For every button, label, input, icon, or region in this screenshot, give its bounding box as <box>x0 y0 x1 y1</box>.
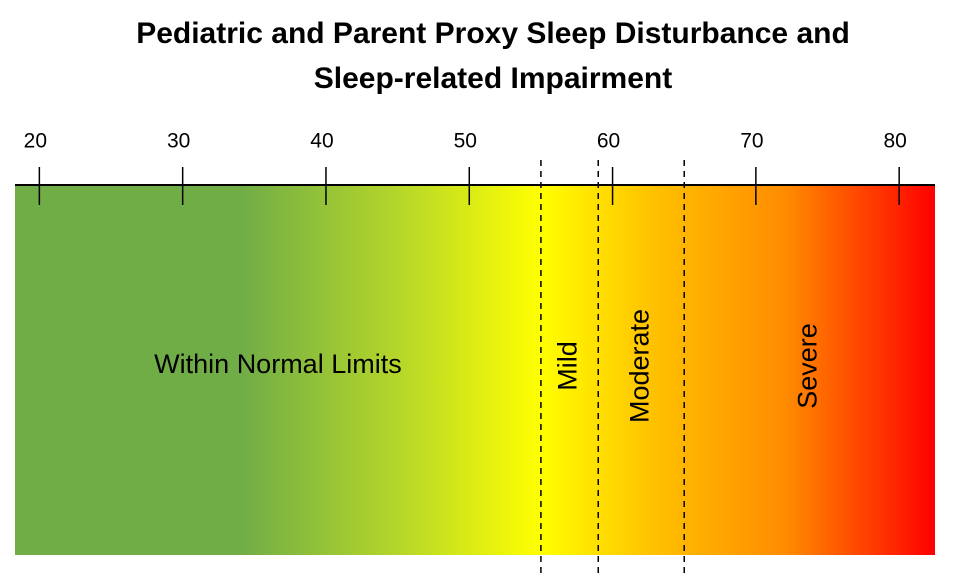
region-label: Moderate <box>624 309 654 423</box>
x-tick-label: 80 <box>883 130 906 153</box>
region-label: Mild <box>553 341 583 391</box>
x-tick-label: 40 <box>310 130 333 153</box>
x-tick-label: 60 <box>597 130 620 153</box>
chart-title: Sleep-related Impairment <box>314 62 672 95</box>
scale-bar <box>15 186 935 555</box>
region-label: Within Normal Limits <box>154 349 402 379</box>
x-tick-label: 20 <box>24 130 47 153</box>
chart-title: Pediatric and Parent Proxy Sleep Disturb… <box>136 17 850 50</box>
x-tick-label: 30 <box>167 130 190 153</box>
x-tick-label: 70 <box>740 130 763 153</box>
x-tick-label: 50 <box>454 130 477 153</box>
region-label: Severe <box>793 323 823 409</box>
